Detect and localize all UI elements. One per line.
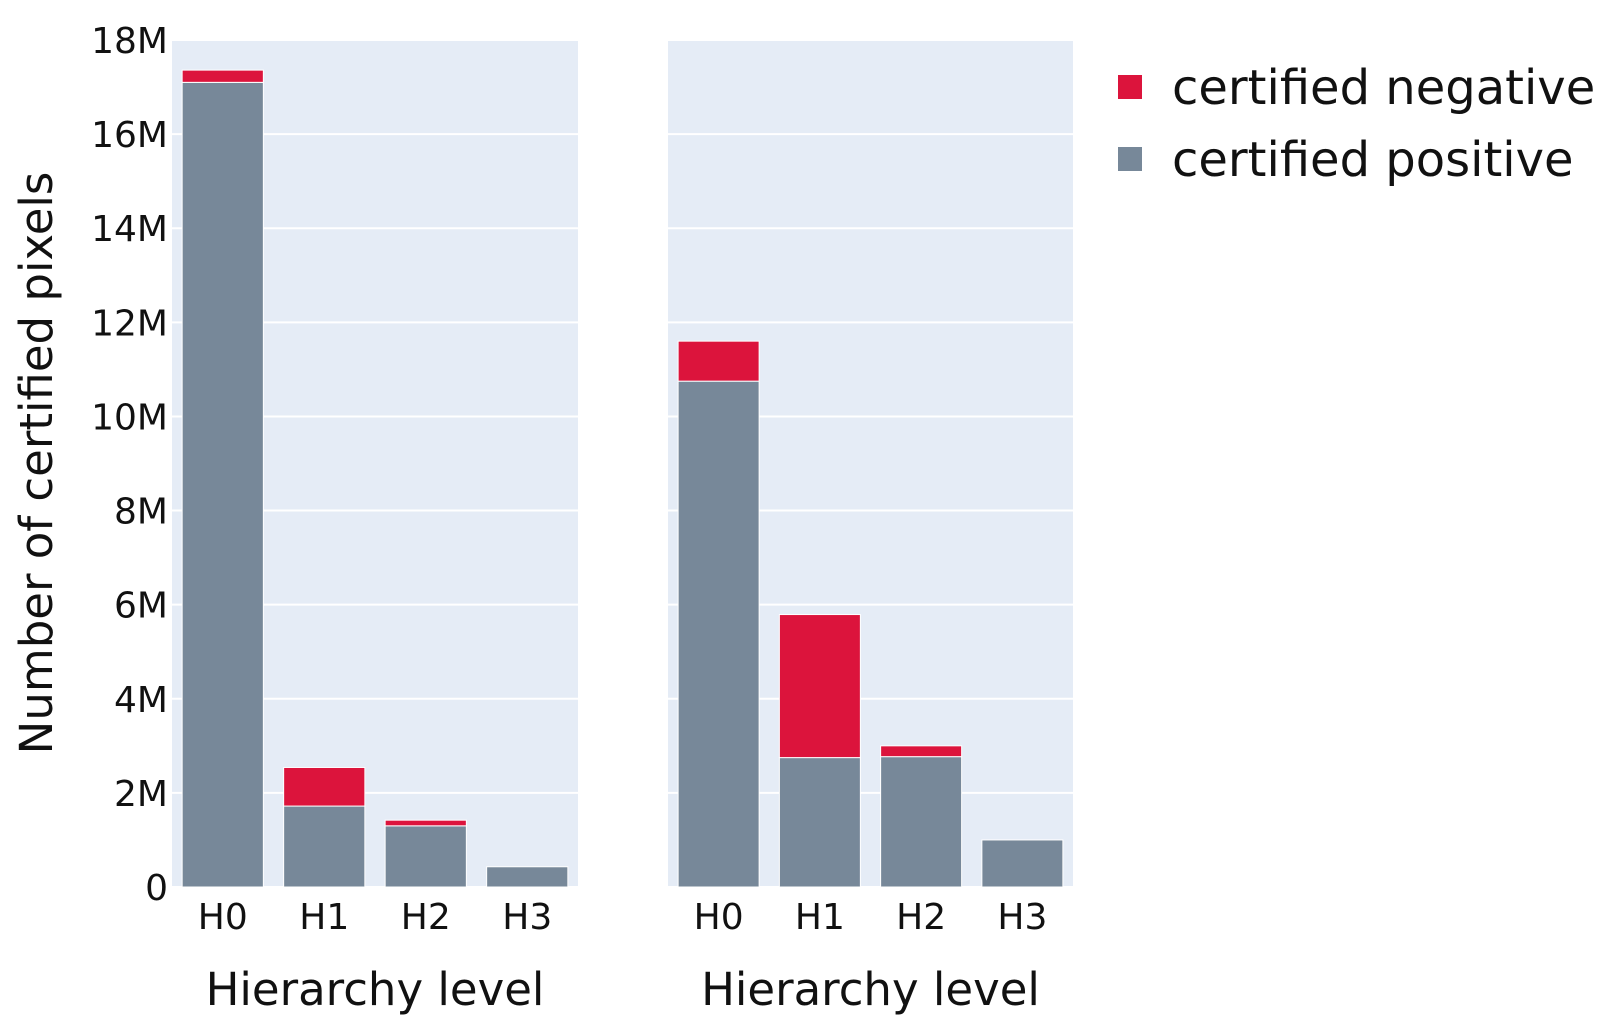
bar-certified-positive-H0 bbox=[181, 81, 264, 888]
legend-swatch bbox=[1118, 147, 1142, 171]
x-tick-label: H0 bbox=[198, 897, 248, 938]
x-tick-label: H1 bbox=[795, 897, 845, 938]
bar-certified-positive-H1 bbox=[283, 805, 366, 888]
y-tick-label: 0 bbox=[145, 868, 168, 909]
y-tick-label: 10M bbox=[91, 397, 168, 438]
x-tick-label: H3 bbox=[502, 897, 552, 938]
x-axis-title: Hierarchy level bbox=[701, 963, 1040, 1016]
y-axis: 0 2M 4M 6M 8M 10M 12M 14M 16M 18M bbox=[91, 21, 168, 909]
bar-certified-positive-H3 bbox=[486, 866, 569, 888]
panel-2: H0 H1 H2 H3 Hierarchy level bbox=[668, 39, 1073, 1016]
y-tick-label: 4M bbox=[114, 680, 168, 721]
x-tick-label: H2 bbox=[896, 897, 946, 938]
legend-item: certified negative bbox=[1118, 60, 1595, 116]
legend: certified negative certified positive bbox=[1118, 60, 1595, 188]
bar-certified-negative-H2 bbox=[880, 745, 963, 758]
bar-certified-positive-H3 bbox=[981, 839, 1064, 888]
y-tick-label: 16M bbox=[91, 115, 168, 156]
y-tick-label: 2M bbox=[114, 774, 168, 815]
x-tick-label: H2 bbox=[401, 897, 451, 938]
x-axis-title: Hierarchy level bbox=[206, 963, 545, 1016]
bar-certified-positive-H1 bbox=[778, 757, 861, 888]
x-tick-label: H3 bbox=[997, 897, 1047, 938]
chart-panels: H0 H1 H2 H3 Hierarchy level H0 H1 H2 H3 Hierarchy… bbox=[172, 39, 1073, 1016]
bar-certified-negative-H2 bbox=[384, 819, 467, 827]
legend-label: certified positive bbox=[1172, 132, 1574, 188]
legend-swatch bbox=[1118, 75, 1142, 99]
bar-certified-positive-H2 bbox=[384, 825, 467, 888]
y-tick-label: 14M bbox=[91, 209, 168, 250]
y-tick-label: 18M bbox=[91, 21, 168, 62]
y-tick-label: 8M bbox=[114, 492, 168, 533]
y-tick-label: 12M bbox=[91, 303, 168, 344]
bar-certified-positive-H0 bbox=[677, 380, 760, 888]
bar-certified-negative-H0 bbox=[181, 69, 264, 83]
panel-1: H0 H1 H2 H3 Hierarchy level bbox=[172, 39, 578, 1016]
legend-item: certified positive bbox=[1118, 132, 1574, 188]
bar-certified-negative-H1 bbox=[778, 614, 861, 759]
x-tick-label: H1 bbox=[299, 897, 349, 938]
bar-certified-negative-H0 bbox=[677, 340, 760, 382]
bar-certified-negative-H1 bbox=[283, 766, 366, 807]
bar-certified-positive-H2 bbox=[880, 756, 963, 888]
legend-label: certified negative bbox=[1172, 60, 1595, 116]
x-tick-label: H0 bbox=[694, 897, 744, 938]
y-axis-title: Number of certified pixels bbox=[10, 172, 63, 755]
y-tick-label: 6M bbox=[114, 586, 168, 627]
